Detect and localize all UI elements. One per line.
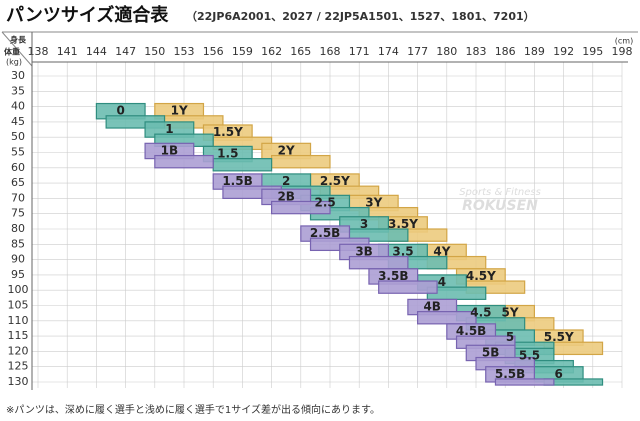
size-label: 2Y [278, 143, 295, 157]
weight-label: 体重 [4, 47, 20, 57]
height-tick: 189 [524, 45, 545, 58]
weight-tick: 30 [11, 69, 25, 82]
weight-tick: 50 [11, 130, 25, 143]
size-label: 4 [438, 275, 446, 289]
weight-tick: 35 [11, 84, 25, 97]
height-label: 身長 [10, 35, 27, 45]
size-label: 4.5 [470, 306, 491, 320]
height-tick: 147 [115, 45, 136, 58]
size-label: 3.5Y [388, 217, 418, 231]
height-tick: 165 [290, 45, 311, 58]
height-tick: 171 [349, 45, 370, 58]
size-label: 5.5B [495, 367, 525, 381]
size-label: 4Y [433, 244, 450, 258]
size-region [494, 378, 555, 386]
weight-tick: 85 [11, 237, 25, 250]
height-unit: (cm) [615, 37, 633, 46]
subtitle: （22JP6A2001、2027 / 22JP5A1501、1527、1801、… [186, 10, 535, 23]
size-label: 1B [161, 143, 179, 157]
height-tick: 180 [436, 45, 457, 58]
size-label: 4.5Y [466, 269, 496, 283]
size-label: 3 [360, 217, 368, 231]
watermark: ROKUSEN [462, 198, 538, 214]
size-label: 5Y [502, 306, 519, 320]
weight-tick: 40 [11, 100, 25, 113]
height-tick: 153 [174, 45, 195, 58]
weight-tick: 45 [11, 115, 25, 128]
size-label: 5B [482, 345, 500, 359]
weight-tick: 75 [11, 207, 25, 220]
height-tick: 150 [144, 45, 165, 58]
height-tick: 198 [612, 45, 633, 58]
height-tick: 168 [320, 45, 341, 58]
height-tick: 138 [28, 45, 49, 58]
weight-tick: 130 [8, 375, 29, 388]
size-label: 1Y [171, 104, 188, 118]
weight-tick: 60 [11, 161, 25, 174]
weight-tick: 95 [11, 268, 25, 281]
size-label: 2.5Y [320, 174, 350, 188]
height-tick: 156 [203, 45, 224, 58]
size-label: 5 [506, 330, 514, 344]
weight-tick: 70 [11, 191, 25, 204]
weight-tick: 110 [8, 314, 29, 327]
height-tick: 141 [57, 45, 78, 58]
weight-unit: (kg) [6, 58, 22, 67]
size-region [154, 154, 214, 169]
weight-tick: 90 [11, 253, 25, 266]
size-label: 4B [423, 300, 441, 314]
height-tick: 162 [261, 45, 282, 58]
size-region [271, 200, 331, 215]
watermark: Sports & Fitness [459, 187, 541, 198]
size-label: 3.5 [392, 244, 413, 258]
title: パンツサイズ適合表 [6, 4, 169, 26]
height-tick: 159 [232, 45, 253, 58]
size-label: 1.5Y [213, 125, 243, 139]
weight-tick: 115 [8, 329, 29, 342]
weight-tick: 105 [8, 299, 29, 312]
corner-diagonal [1, 31, 33, 67]
footer-note: ※パンツは、深めに履く選手と浅めに履く選手で1サイズ差が出る傾向にあります。 [6, 403, 380, 416]
size-label: 1.5B [222, 174, 252, 188]
size-label: 3Y [365, 195, 382, 209]
weight-tick: 65 [11, 176, 25, 189]
height-tick: 177 [407, 45, 428, 58]
height-tick: 174 [378, 45, 399, 58]
size-label: 1.5 [217, 147, 238, 161]
weight-tick: 125 [8, 360, 29, 373]
size-label: 3.5B [378, 269, 408, 283]
size-label: 4.5B [456, 324, 486, 338]
weight-tick: 55 [11, 146, 25, 159]
height-tick: 183 [466, 45, 487, 58]
size-label: 2.5B [310, 226, 340, 240]
height-tick: 186 [495, 45, 516, 58]
size-label: 5.5 [519, 348, 540, 362]
height-tick: 192 [553, 45, 574, 58]
weight-tick: 100 [8, 283, 29, 296]
size-label: 2B [277, 189, 295, 203]
size-label: 6 [555, 367, 563, 381]
size-label: 2 [282, 174, 290, 188]
size-label: 1 [165, 122, 173, 136]
size-region [378, 280, 438, 294]
size-label: 0 [117, 104, 125, 118]
size-label: 2.5 [315, 195, 336, 209]
weight-tick: 80 [11, 222, 25, 235]
height-tick: 195 [582, 45, 603, 58]
size-label: 3B [355, 244, 373, 258]
weight-tick: 120 [8, 344, 29, 357]
size-label: 5.5Y [544, 330, 574, 344]
height-tick: 144 [86, 45, 107, 58]
